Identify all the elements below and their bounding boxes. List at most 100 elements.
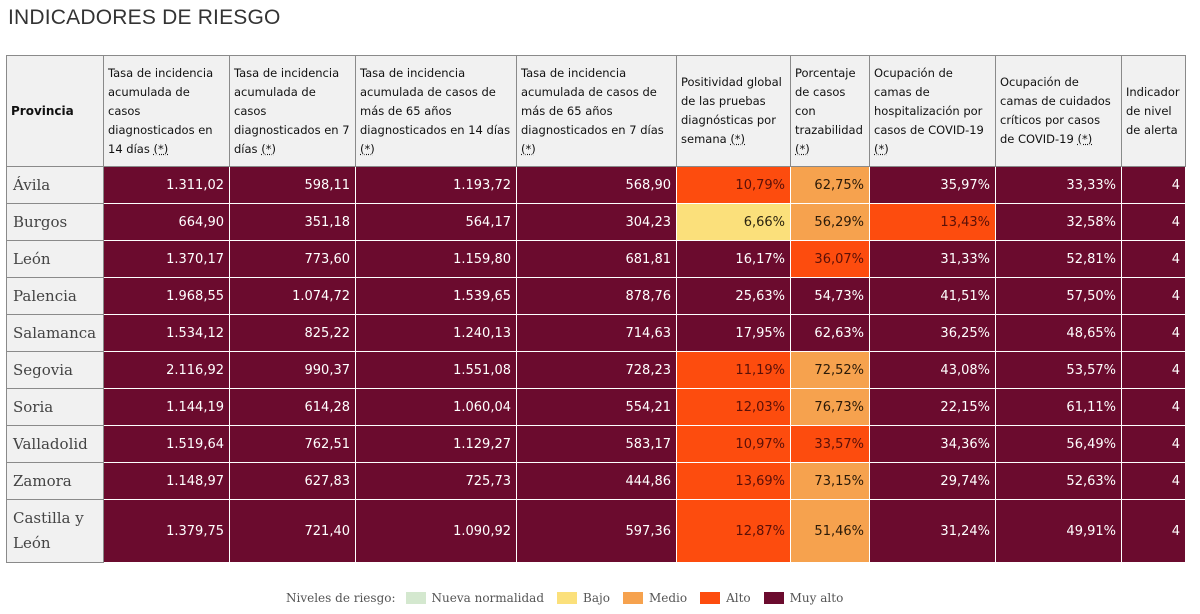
indicator-cell: 725,73 <box>355 462 517 500</box>
indicator-cell: 76,73% <box>790 388 870 426</box>
legend-item-label: Nueva normalidad <box>431 591 545 605</box>
indicator-cell: 304,23 <box>516 203 677 241</box>
legend-item: Alto <box>700 591 751 605</box>
indicator-cell: 31,24% <box>869 499 996 563</box>
risk-indicators-table: Provincia Tasa de incidencia acumulada de… <box>6 55 1186 563</box>
table-row: Burgos 664,90 351,18 564,17 304,23 6,66% 56,29… <box>6 203 1186 241</box>
province-name: Ávila <box>6 166 104 204</box>
indicator-cell: 583,17 <box>516 425 677 463</box>
indicator-cell: 31,33% <box>869 240 996 278</box>
indicator-cell: 17,95% <box>676 314 791 352</box>
footnote-marker[interactable]: (*) <box>261 141 276 156</box>
column-header: Tasa de incidencia acumulada de casos de… <box>516 55 677 167</box>
table-row: Segovia 2.116,92 990,37 1.551,08 728,23 11,19… <box>6 351 1186 389</box>
table-row: Zamora 1.148,97 627,83 725,73 444,86 13,69% 73… <box>6 462 1186 500</box>
indicator-cell: 72,52% <box>790 351 870 389</box>
indicator-cell: 52,63% <box>995 462 1122 500</box>
indicator-cell: 4 <box>1121 462 1186 500</box>
indicator-cell: 1.060,04 <box>355 388 517 426</box>
indicator-cell: 1.551,08 <box>355 351 517 389</box>
indicator-cell: 1.534,12 <box>103 314 230 352</box>
indicator-cell: 825,22 <box>229 314 356 352</box>
footnote-marker[interactable]: (*) <box>730 132 746 146</box>
indicator-cell: 10,79% <box>676 166 791 204</box>
footnote-marker[interactable]: (*) <box>874 141 889 156</box>
column-header: Indicador de nivel de alerta <box>1121 55 1186 167</box>
column-header: Ocupación de camas de hospitalización po… <box>869 55 996 167</box>
indicator-cell: 48,65% <box>995 314 1122 352</box>
table-row: Soria 1.144,19 614,28 1.060,04 554,21 12,03% 7… <box>6 388 1186 426</box>
indicator-cell: 614,28 <box>229 388 356 426</box>
indicator-cell: 721,40 <box>229 499 356 563</box>
column-header-text: Tasa de incidencia acumulada de casos di… <box>108 65 214 156</box>
indicator-cell: 1.129,27 <box>355 425 517 463</box>
legend-swatch <box>557 592 578 604</box>
table-row: Ávila 1.311,02 598,11 1.193,72 568,90 10,79% 6… <box>6 166 1186 204</box>
footnote-marker[interactable]: (*) <box>1077 132 1093 146</box>
column-header-text: Ocupación de camas de hospitalización po… <box>874 65 984 137</box>
indicator-cell: 51,46% <box>790 499 870 563</box>
indicator-cell: 22,15% <box>869 388 996 426</box>
indicator-cell: 773,60 <box>229 240 356 278</box>
footnote-marker[interactable]: (*) <box>795 141 810 156</box>
province-name: Valladolid <box>6 425 104 463</box>
legend-item: Muy alto <box>763 591 844 605</box>
indicator-cell: 351,18 <box>229 203 356 241</box>
column-header: Tasa de incidencia acumulada de casos de… <box>355 55 517 167</box>
indicator-cell: 41,51% <box>869 277 996 315</box>
indicator-cell: 12,03% <box>676 388 791 426</box>
column-header: Ocupación de camas de cuidados críticos … <box>995 55 1122 167</box>
legend-item-label: Muy alto <box>789 591 844 605</box>
table-body: Ávila 1.311,02 598,11 1.193,72 568,90 10,79% 6… <box>6 166 1186 563</box>
indicator-cell: 13,43% <box>869 203 996 241</box>
indicator-cell: 4 <box>1121 240 1186 278</box>
footnote-marker[interactable]: (*) <box>153 141 169 156</box>
indicator-cell: 11,19% <box>676 351 791 389</box>
risk-legend: Niveles de riesgo: Nueva normalidad Bajo M… <box>286 591 856 605</box>
indicator-cell: 564,17 <box>355 203 517 241</box>
province-name: Castilla y León <box>6 499 104 563</box>
indicator-cell: 1.159,80 <box>355 240 517 278</box>
column-header: Tasa de incidencia acumulada de casos di… <box>103 55 230 167</box>
table-row: León 1.370,17 773,60 1.159,80 681,81 16,17% 36… <box>6 240 1186 278</box>
province-name: Burgos <box>6 203 104 241</box>
indicator-cell: 25,63% <box>676 277 791 315</box>
indicator-cell: 1.074,72 <box>229 277 356 315</box>
indicator-cell: 57,50% <box>995 277 1122 315</box>
indicator-cell: 4 <box>1121 277 1186 315</box>
table-row: Salamanca 1.534,12 825,22 1.240,13 714,63 17,… <box>6 314 1186 352</box>
indicator-cell: 1.193,72 <box>355 166 517 204</box>
table-row: Castilla y León 1.379,75 721,40 1.090,92 597… <box>6 499 1186 563</box>
province-name: Soria <box>6 388 104 426</box>
footnote-marker[interactable]: (*) <box>360 141 375 156</box>
indicator-cell: 36,07% <box>790 240 870 278</box>
indicator-cell: 61,11% <box>995 388 1122 426</box>
indicator-cell: 1.311,02 <box>103 166 230 204</box>
indicator-cell: 10,97% <box>676 425 791 463</box>
column-header: Tasa de incidencia acumulada de casos di… <box>229 55 356 167</box>
indicator-cell: 4 <box>1121 314 1186 352</box>
province-name: Zamora <box>6 462 104 500</box>
indicator-cell: 1.379,75 <box>103 499 230 563</box>
footnote-marker[interactable]: (*) <box>521 141 536 156</box>
indicator-cell: 56,29% <box>790 203 870 241</box>
indicator-cell: 728,23 <box>516 351 677 389</box>
legend-item-label: Medio <box>648 591 688 605</box>
province-name: León <box>6 240 104 278</box>
indicator-cell: 1.539,65 <box>355 277 517 315</box>
legend-item: Medio <box>622 591 688 605</box>
indicator-cell: 990,37 <box>229 351 356 389</box>
column-header-text: Provincia <box>11 103 74 118</box>
column-header: Porcentaje de casos con trazabilidad (*) <box>790 55 870 167</box>
indicator-cell: 54,73% <box>790 277 870 315</box>
indicator-cell: 598,11 <box>229 166 356 204</box>
indicator-cell: 49,91% <box>995 499 1122 563</box>
indicator-cell: 664,90 <box>103 203 230 241</box>
column-header-text: Tasa de incidencia acumulada de casos de… <box>360 65 511 137</box>
indicator-cell: 62,63% <box>790 314 870 352</box>
table-row: Valladolid 1.519,64 762,51 1.129,27 583,17 10… <box>6 425 1186 463</box>
indicator-cell: 34,36% <box>869 425 996 463</box>
indicator-cell: 1.519,64 <box>103 425 230 463</box>
indicator-cell: 1.968,55 <box>103 277 230 315</box>
indicator-cell: 6,66% <box>676 203 791 241</box>
